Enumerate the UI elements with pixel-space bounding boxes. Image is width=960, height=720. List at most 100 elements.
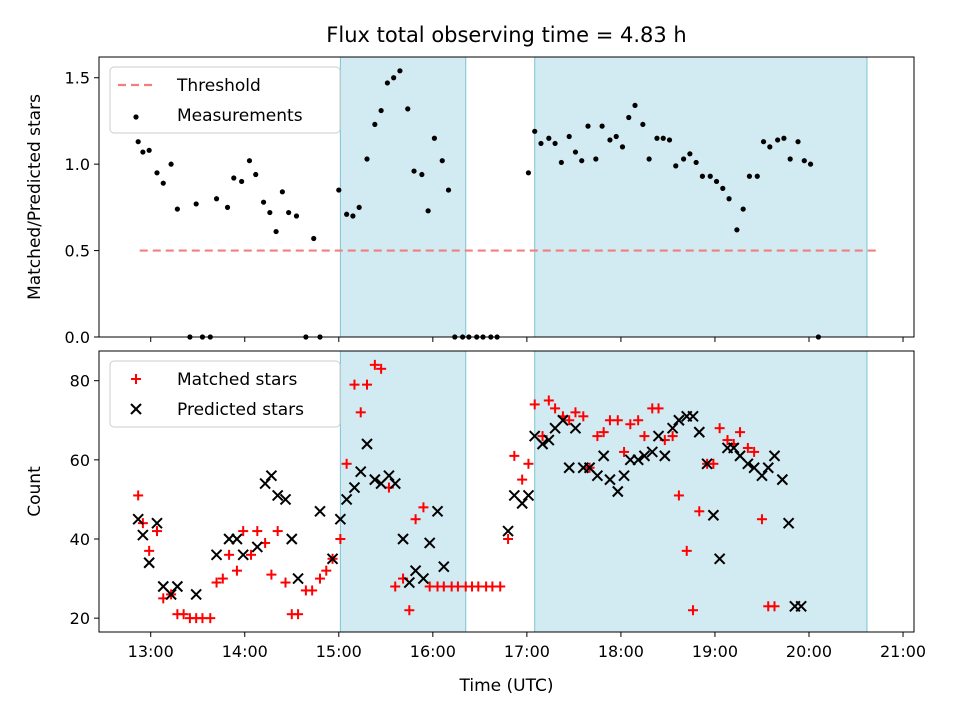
predicted-star-point <box>646 446 658 458</box>
predicted-star-point <box>237 549 249 561</box>
predicted-star-point <box>543 434 555 446</box>
measurement-point <box>419 171 425 178</box>
matched-star-point <box>550 403 561 414</box>
matched-star-point <box>529 399 540 410</box>
measurement-point <box>720 185 726 191</box>
measurement-point <box>538 140 544 147</box>
matched-star-point <box>376 363 387 374</box>
matched-star-point <box>224 549 235 560</box>
matched-star-point <box>598 427 609 438</box>
matched-star-point <box>714 423 725 434</box>
predicted-star-point <box>742 458 754 470</box>
measurement-point <box>673 163 679 169</box>
matched-star-point <box>246 549 257 560</box>
x-tick-label: 14:00 <box>222 642 268 661</box>
measurement-point <box>740 206 746 212</box>
matched-star-point <box>205 613 216 624</box>
predicted-star-point <box>795 600 807 612</box>
measurement-point <box>350 213 356 219</box>
matched-star-point <box>749 446 760 457</box>
legend-predicted-swatch <box>130 403 142 415</box>
matched-star-point <box>280 577 291 588</box>
y-tick-label: 1.5 <box>65 69 90 88</box>
predicted-star-point <box>713 553 726 565</box>
measurement-point <box>239 178 245 185</box>
matched-star-point <box>694 506 705 517</box>
measurement-point <box>224 204 231 210</box>
predicted-star-point <box>701 458 713 470</box>
measurement-point <box>391 75 397 81</box>
y-tick-label: 1.0 <box>65 155 90 174</box>
measurement-point <box>760 139 767 145</box>
observing-interval-band <box>534 350 868 633</box>
predicted-star-point <box>536 438 549 450</box>
matched-star-point <box>503 533 514 544</box>
measurement-point <box>558 159 564 166</box>
predicted-star-point <box>516 497 528 510</box>
predicted-star-point <box>431 505 444 517</box>
legend-measurement-swatch <box>133 114 139 120</box>
matched-star-point <box>144 545 155 556</box>
measurement-point <box>807 161 814 167</box>
matched-star-point <box>708 458 719 469</box>
measurement-point <box>699 173 706 179</box>
measurement-point <box>599 123 605 129</box>
ratio-panel: 0.0 0.5 1.0 1.5 Threshold Measurements Match… <box>25 23 915 347</box>
matched-star-point <box>404 605 415 616</box>
matched-star-point <box>341 458 352 469</box>
legend-label: Threshold <box>176 76 261 96</box>
measurement-point <box>693 159 699 166</box>
measurement-point <box>754 173 760 179</box>
measurement-point <box>654 135 660 141</box>
measurement-point <box>246 158 253 164</box>
measurement-point <box>593 156 599 162</box>
measurement-point <box>405 106 411 112</box>
measurement-point <box>566 133 572 140</box>
measurement-point <box>384 80 390 86</box>
chart-title: Flux total observing time = 4.83 h <box>326 23 686 47</box>
legend-box <box>109 360 341 428</box>
matched-star-point <box>495 581 506 592</box>
predicted-star-point <box>403 576 416 589</box>
measurement-point <box>445 187 452 193</box>
measurement-point <box>579 158 585 164</box>
matched-star-point <box>211 577 222 588</box>
measurement-point <box>253 171 259 178</box>
matched-star-point <box>517 474 528 485</box>
measurement-point <box>801 158 807 164</box>
y-tick-label: 40 <box>70 530 90 549</box>
measurement-point <box>193 201 199 207</box>
observing-interval-band <box>534 56 868 338</box>
predicted-star-point <box>314 505 326 517</box>
predicted-star-point <box>259 477 271 490</box>
y-tick-label: 60 <box>70 451 90 470</box>
predicted-star-point <box>348 481 361 494</box>
legend-label: Predicted stars <box>177 400 304 420</box>
predicted-star-point <box>340 493 353 506</box>
measurement-point <box>293 213 300 219</box>
measurement-point <box>787 156 793 162</box>
measurement-point <box>532 128 538 134</box>
count-legend: Matched stars Predicted stars <box>109 360 341 428</box>
measurement-point <box>646 156 652 162</box>
predicted-star-point <box>666 422 679 434</box>
predicted-star-point <box>251 541 264 553</box>
count-y-axis: 20 40 60 80 <box>70 372 99 628</box>
measurement-point <box>267 209 273 216</box>
predicted-star-point <box>355 466 367 478</box>
predicted-star-point <box>423 537 436 549</box>
time-axis-label: Time (UTC) <box>459 676 554 696</box>
matched-star-point <box>314 573 325 584</box>
y-tick-label: 0.5 <box>65 242 90 261</box>
matched-star-point <box>238 526 249 537</box>
measurement-point <box>795 139 801 145</box>
measurement-point <box>174 206 180 212</box>
measurement-point <box>160 180 166 186</box>
matched-star-point <box>769 601 780 612</box>
ratio-panel-frame <box>98 56 915 338</box>
measurement-point <box>552 140 558 147</box>
x-tick-label: 16:00 <box>410 642 456 661</box>
matched-star-point <box>742 442 753 453</box>
matched-star-point <box>321 565 332 576</box>
measurement-point <box>607 137 613 143</box>
